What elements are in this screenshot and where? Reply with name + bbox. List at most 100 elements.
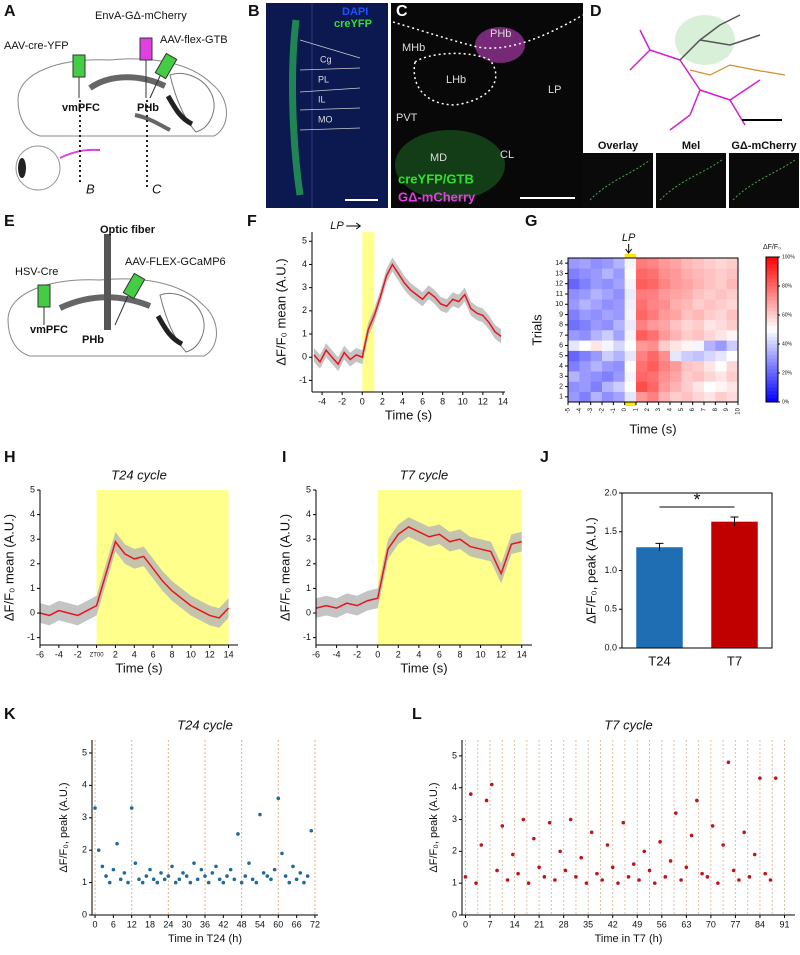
point [768,878,773,882]
point [217,877,222,882]
bar [636,547,683,648]
heat-cell [602,299,614,310]
heat-cell [704,278,716,290]
heat-cell [726,340,739,351]
x-tick-label: 36 [200,919,210,929]
point [210,871,215,875]
heat-cell [692,350,705,362]
heat-cell [590,360,603,372]
point [283,874,288,878]
y-tick-label: 5 [452,750,457,760]
heat-cell [568,391,580,403]
chart-title: T24 cycle [111,467,167,482]
heat-cell [568,371,580,382]
heat-cell [636,371,648,382]
heat-cell [670,288,682,300]
point [239,880,244,885]
point [511,852,515,857]
heat-cell [624,288,637,300]
heat-cell [692,381,705,393]
x-tick-label: 14 [517,649,527,659]
heat-cell [647,350,659,362]
x-tick-label: 8 [713,407,719,411]
point [658,840,662,844]
needle [114,295,129,326]
point [558,849,562,854]
x-tick-label: 0 [93,919,98,929]
heat-cell [726,258,739,269]
point [532,836,536,841]
x-tick-label: 56 [657,919,667,929]
x-tick-label: 14 [510,919,520,929]
point [705,875,710,879]
point [100,864,105,869]
label: creYFP [334,18,372,30]
heat-cell [692,299,705,310]
heat-cell [670,278,682,290]
panel-letter: C [396,3,408,20]
heat-cell [692,360,705,372]
heat-cell [681,319,693,331]
point [181,871,185,875]
point [616,881,620,885]
heat-cell [579,340,591,351]
point [542,875,547,879]
colorbar-step [766,354,778,359]
y-tick-label: 2 [452,846,457,856]
heat-cell [579,350,591,362]
heat-cell [636,299,648,310]
point [468,792,473,796]
heat-cell [715,371,727,382]
x-tick-label: 12 [478,396,488,406]
colorbar-step [766,271,778,276]
area-border [299,67,361,71]
heat-cell [636,258,648,269]
colorbar-step [766,264,778,269]
heat-cell [579,268,591,279]
fluorescence [289,19,304,196]
area-label: MO [318,114,333,124]
colorbar-step [766,286,778,291]
heat-cell [590,278,603,290]
heat-cell [681,391,693,403]
x-tick-label: 70 [706,919,716,929]
x-tick-label: 6 [420,396,425,406]
x-tick-label: T24 [648,653,670,668]
heat-cell [624,391,637,403]
x-tick-label: 2 [113,649,118,659]
x-tick-label: -4 [577,407,583,413]
heat-cell [579,319,591,331]
colorbar-step [766,380,778,385]
optic-fiber [104,234,111,330]
fiber [589,159,796,201]
heat-cell [636,360,648,372]
point [170,864,174,869]
colorbar-step [766,344,778,349]
panel-letter: E [4,213,15,230]
area-label: PL [318,74,329,84]
point [144,874,149,878]
point [474,881,478,885]
y-tick-label: -1 [299,375,307,385]
colorbar-step [766,278,778,283]
x-tick-label: 14 [498,396,508,406]
y-axis-label: ΔF/F₀, peak (A.U.) [428,782,440,872]
panel-letter: J [540,449,549,466]
panel-e: E HSV-Cre Optic fiber AAV-FLEX-GCaMP6 vm… [4,213,226,357]
point [243,874,248,878]
heat-cell [681,371,693,382]
heat-cell [579,360,591,372]
error-band [314,257,501,372]
x-tick-label: 2 [380,396,385,406]
x-tick-label: 72 [310,919,320,929]
heat-cell [681,309,693,321]
cerebellum [169,73,215,133]
colorbar-label: 0% [782,399,790,405]
brainstem [155,314,184,347]
heat-cell [613,309,625,321]
chart-title: T7 cycle [604,717,652,732]
colorbar-label: 80% [782,283,793,289]
colorbar-step [766,391,778,396]
heat-cell [624,299,637,310]
